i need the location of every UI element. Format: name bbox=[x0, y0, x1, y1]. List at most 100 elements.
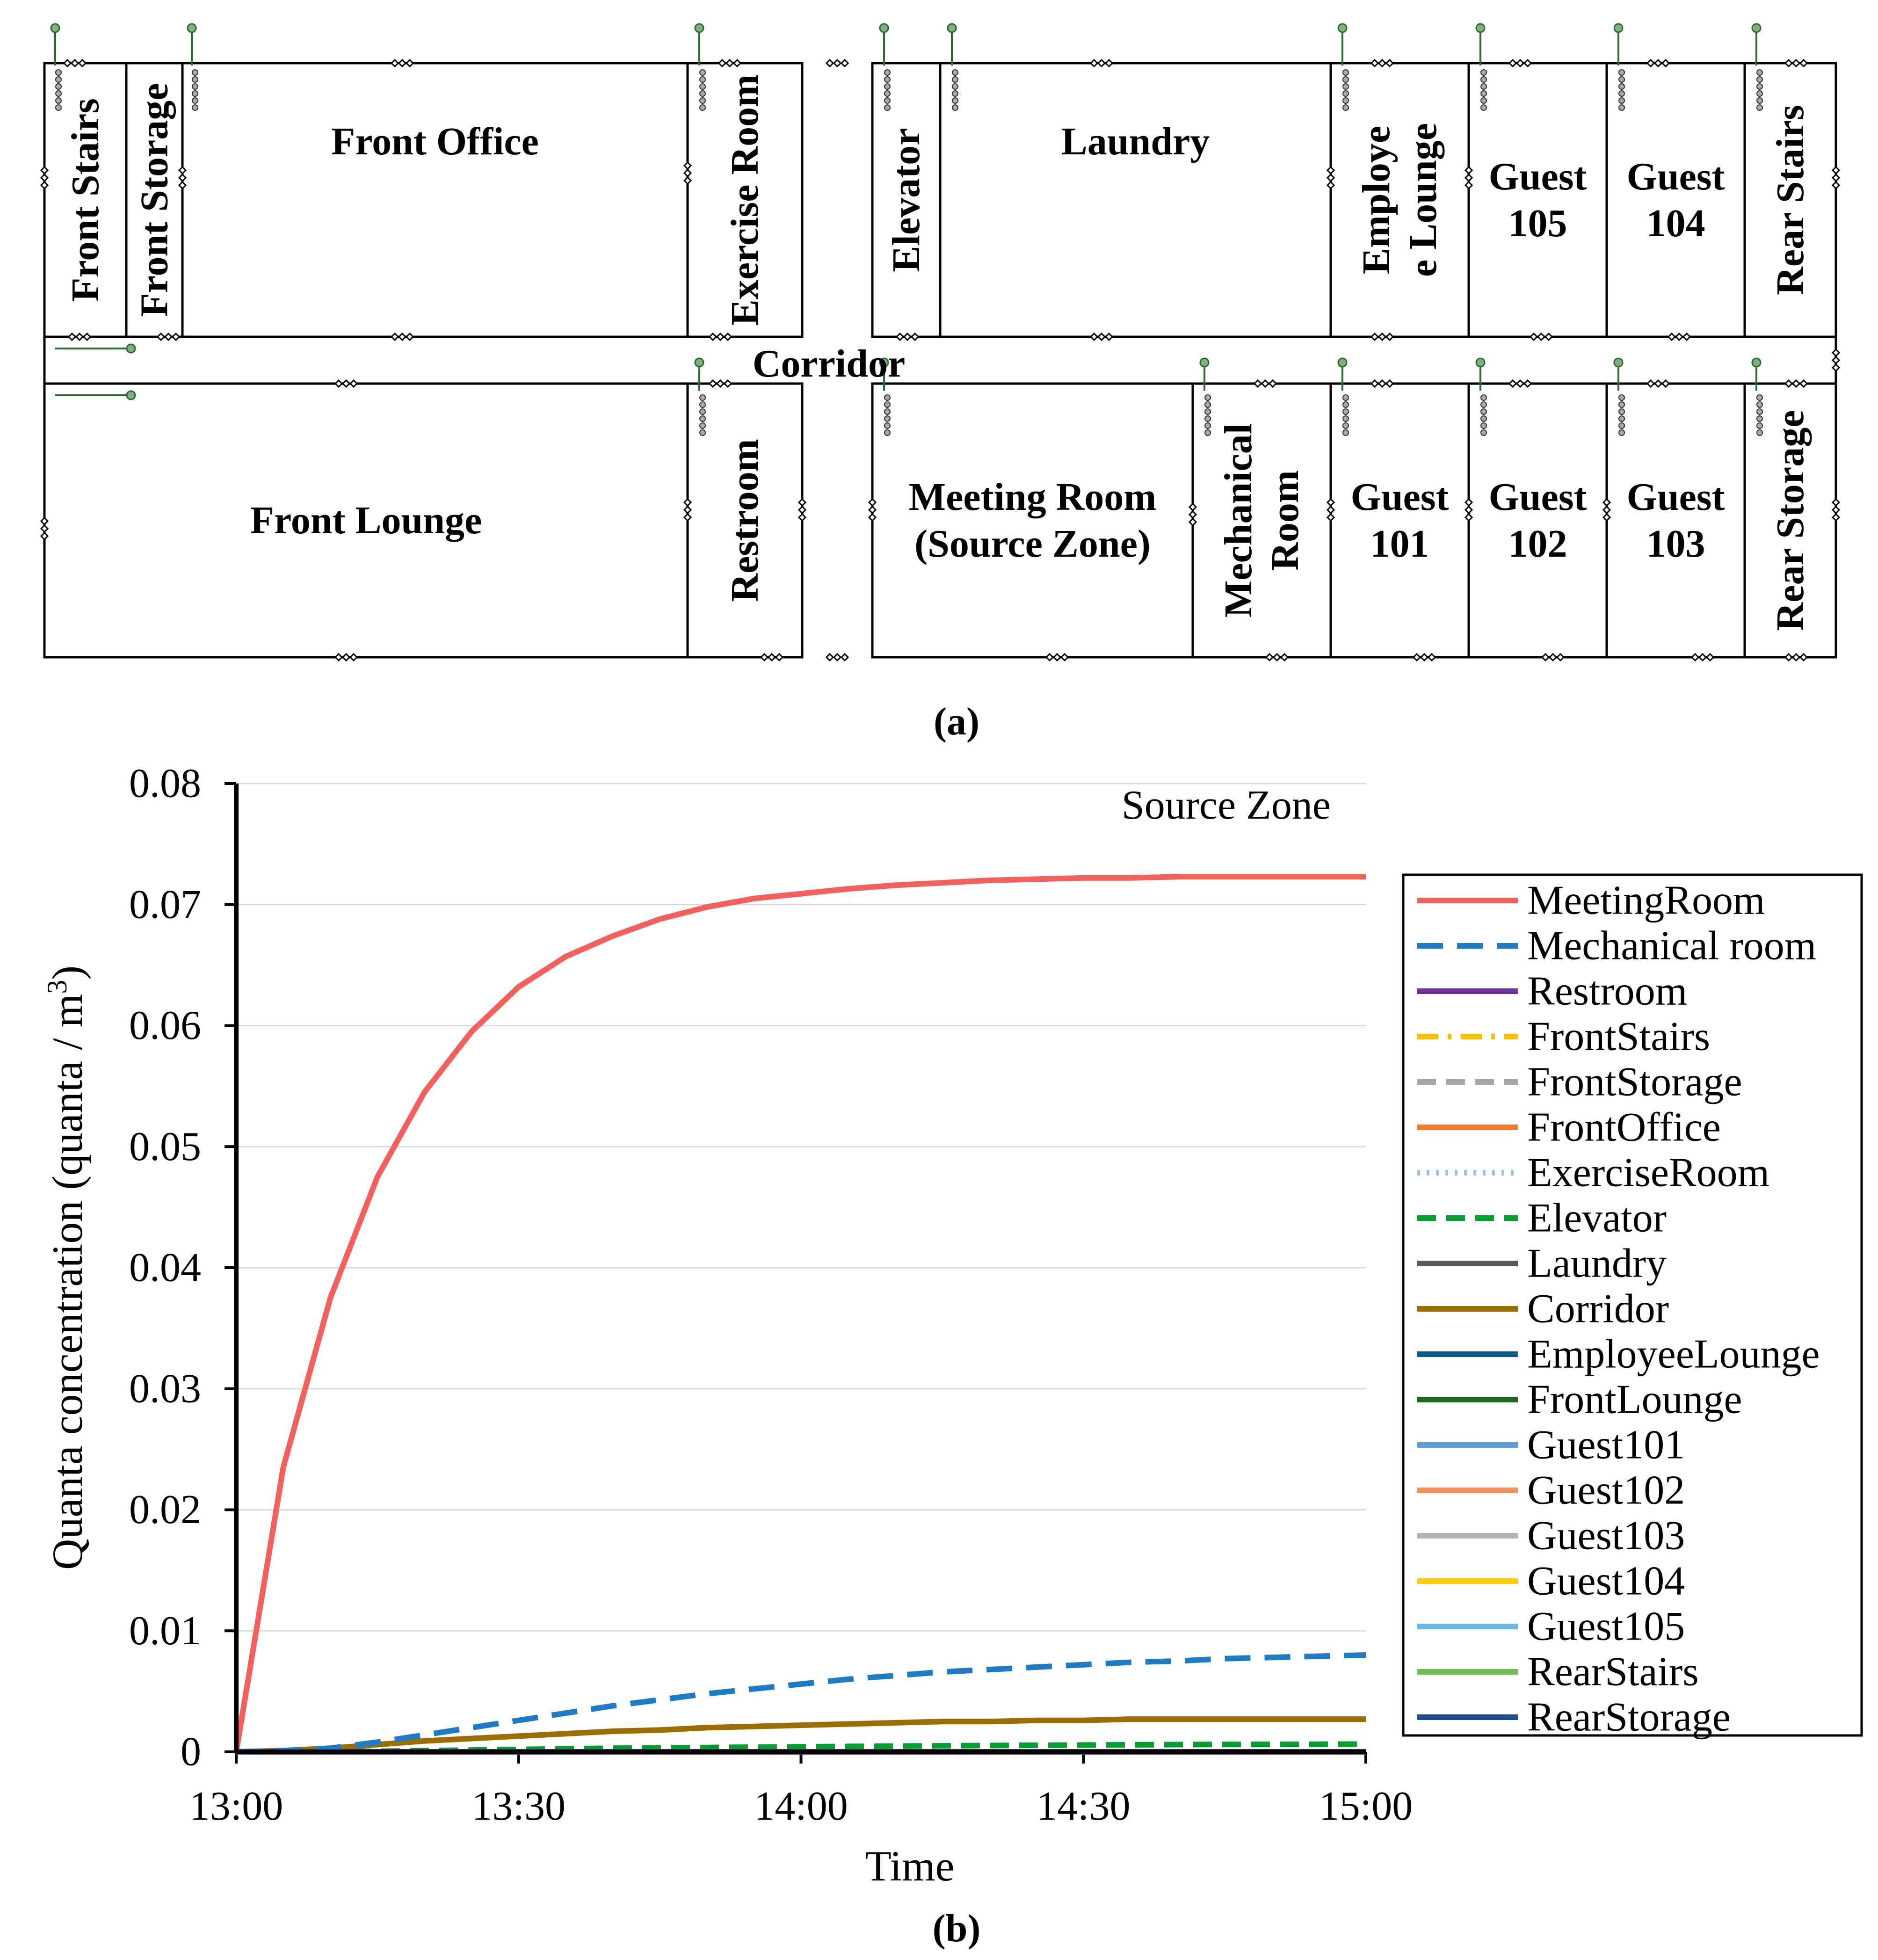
airflow-path-marker bbox=[1326, 166, 1335, 190]
room-label-exercise-room: Exercise Room bbox=[723, 74, 767, 326]
x-axis-title: Time bbox=[865, 1842, 955, 1890]
x-tick-label: 15:00 bbox=[1319, 1784, 1413, 1829]
legend-item: Mechanical room bbox=[1417, 923, 1816, 969]
room-label-guest-103: Guest bbox=[1627, 475, 1725, 519]
room-label-guest-102: 102 bbox=[1508, 522, 1567, 566]
schedule-node bbox=[1751, 357, 1763, 436]
legend-item: Guest103 bbox=[1417, 1513, 1685, 1559]
airflow-path-marker bbox=[1508, 58, 1532, 68]
airflow-path-marker bbox=[1464, 166, 1473, 190]
airflow-path-marker bbox=[334, 653, 358, 662]
legend-item: FrontStairs bbox=[1417, 1014, 1710, 1060]
chart-caption: (b) bbox=[933, 1907, 981, 1950]
airflow-path-marker bbox=[798, 498, 807, 522]
y-tick-label: 0.03 bbox=[129, 1366, 201, 1411]
legend-item: FrontLounge bbox=[1417, 1377, 1742, 1423]
legend-label: Guest103 bbox=[1527, 1513, 1685, 1559]
x-tick-label: 14:00 bbox=[754, 1784, 848, 1829]
legend-label: EmployeeLounge bbox=[1527, 1332, 1820, 1377]
legend-label: Restroom bbox=[1527, 969, 1687, 1014]
legend-label: FrontStairs bbox=[1527, 1014, 1710, 1060]
y-axis-title: Quanta concentration (quanta / m3) bbox=[42, 965, 91, 1570]
airflow-path-marker bbox=[1464, 498, 1473, 522]
legend-item: MeetingRoom bbox=[1417, 878, 1765, 923]
airflow-path-marker bbox=[1188, 502, 1197, 527]
airflow-path-marker bbox=[708, 379, 732, 388]
schedule-node bbox=[1337, 357, 1349, 436]
floorplan-caption: (a) bbox=[934, 700, 979, 743]
room-label-guest-101: Guest bbox=[1351, 475, 1449, 519]
room-label-front-storage: Front Storage bbox=[133, 83, 176, 317]
series-line-meetingroom bbox=[233, 874, 1366, 1752]
legend-label: Laundry bbox=[1527, 1241, 1667, 1286]
schedule-node bbox=[947, 23, 958, 111]
airflow-path-marker bbox=[1646, 379, 1670, 388]
airflow-path-marker bbox=[1529, 332, 1553, 341]
airflow-path-marker bbox=[1646, 58, 1670, 68]
y-tick-label: 0.05 bbox=[129, 1124, 201, 1169]
airflow-path-marker bbox=[334, 379, 358, 388]
airflow-path-marker bbox=[178, 166, 187, 190]
legend-item: FrontOffice bbox=[1417, 1105, 1721, 1150]
legend-item: FrontStorage bbox=[1417, 1060, 1742, 1105]
y-axis-title-main: Quanta concentration (quanta / m bbox=[44, 994, 91, 1570]
airflow-path-marker bbox=[1370, 379, 1394, 388]
y-tick-label: 0 bbox=[181, 1729, 201, 1775]
airflow-path-marker bbox=[67, 332, 92, 341]
airflow-path-marker bbox=[825, 653, 849, 662]
legend-item: Guest104 bbox=[1417, 1559, 1685, 1604]
legend-label: MeetingRoom bbox=[1527, 878, 1765, 923]
x-tick-label: 14:30 bbox=[1037, 1784, 1130, 1829]
schedule-node bbox=[1613, 23, 1625, 111]
y-axis-ticks: 0 0.01 0.02 0.03 0.04 0.05 0.06 0.07 0.08 bbox=[129, 761, 236, 1775]
airflow-connectors bbox=[40, 23, 1841, 662]
airflow-path-marker bbox=[1370, 58, 1394, 68]
flow-arrow bbox=[55, 343, 136, 354]
airflow-path-marker bbox=[1831, 498, 1841, 522]
airflow-path-marker bbox=[63, 58, 87, 68]
schedule-node bbox=[1475, 357, 1487, 436]
airflow-path-marker bbox=[868, 498, 877, 522]
room-label-employee-lounge: Employe bbox=[1355, 126, 1398, 274]
airflow-path-marker bbox=[825, 58, 849, 68]
room-label-employee-lounge: e Lounge bbox=[1401, 123, 1445, 277]
airflow-path-marker bbox=[1602, 498, 1611, 522]
schedule-node bbox=[694, 357, 706, 436]
legend-item: EmployeeLounge bbox=[1417, 1332, 1820, 1377]
airflow-path-marker bbox=[683, 498, 692, 522]
airflow-path-marker bbox=[156, 332, 181, 341]
floorplan: Front Stairs Front Storage Front Office Exe… bbox=[40, 23, 1841, 743]
legend-item: RearStairs bbox=[1417, 1649, 1699, 1695]
schedule-node bbox=[1337, 23, 1349, 111]
legend-label: FrontOffice bbox=[1527, 1105, 1721, 1150]
legend-label: Guest102 bbox=[1527, 1468, 1685, 1513]
room-labels: Front Stairs Front Storage Front Office Exe… bbox=[64, 74, 1812, 631]
airflow-path-marker bbox=[1784, 653, 1808, 662]
legend-label: Guest104 bbox=[1527, 1559, 1685, 1604]
legend-label: RearStairs bbox=[1527, 1649, 1699, 1695]
airflow-path-marker bbox=[390, 332, 414, 341]
y-tick-label: 0.02 bbox=[129, 1487, 201, 1532]
room-label-meeting-room: Meeting Room bbox=[909, 475, 1157, 519]
airflow-path-marker bbox=[1370, 332, 1394, 341]
schedule-node bbox=[187, 23, 198, 111]
airflow-path-marker bbox=[1045, 653, 1069, 662]
y-tick-label: 0.08 bbox=[129, 761, 201, 806]
room-label-rear-storage: Rear Storage bbox=[1769, 410, 1812, 631]
legend-label: Guest105 bbox=[1527, 1604, 1685, 1649]
airflow-path-marker bbox=[708, 332, 732, 341]
legend-label: Corridor bbox=[1527, 1286, 1669, 1332]
legend-label: Mechanical room bbox=[1527, 923, 1816, 969]
corridor-label: Corridor bbox=[753, 342, 906, 385]
airflow-path-marker bbox=[1667, 332, 1691, 341]
room-label-mechanical-room: Mechanical bbox=[1217, 423, 1260, 617]
schedule-node bbox=[879, 23, 891, 111]
airflow-path-marker bbox=[1831, 166, 1841, 190]
y-axis-title-end: ) bbox=[44, 965, 91, 980]
airflow-path-marker bbox=[1690, 653, 1715, 662]
airflow-path-marker bbox=[1412, 653, 1436, 662]
legend-item: Guest105 bbox=[1417, 1604, 1685, 1649]
x-tick-label: 13:00 bbox=[189, 1784, 283, 1829]
legend-item: Elevator bbox=[1417, 1196, 1667, 1241]
